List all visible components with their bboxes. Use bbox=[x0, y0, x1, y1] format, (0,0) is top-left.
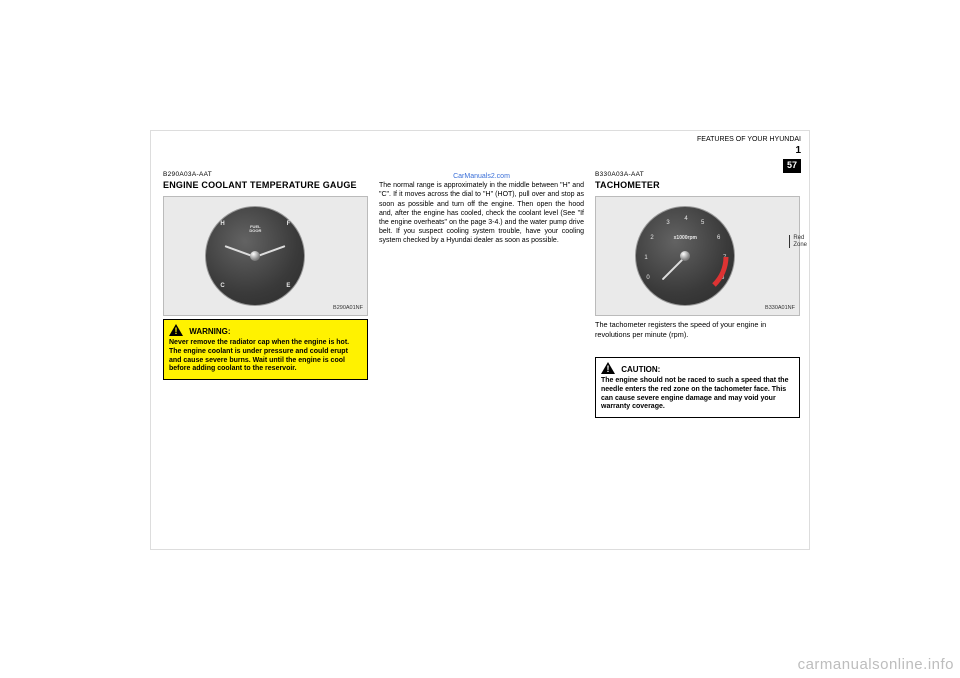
svg-text:!: ! bbox=[607, 364, 610, 374]
gauge-label-h: H bbox=[220, 221, 224, 229]
gauge-label-f: F bbox=[287, 221, 291, 229]
column-description: CarManuals2.com The normal range is appr… bbox=[379, 171, 584, 245]
warning-icon: ! bbox=[169, 324, 183, 336]
fuel-door-label: FUEL DOOR bbox=[249, 225, 261, 233]
caution-box: ! CAUTION: The engine should not be race… bbox=[595, 357, 800, 418]
tachometer-dial: 0 1 2 3 4 5 6 7 8 x1000rpm bbox=[635, 206, 735, 306]
red-zone-label: Red Zone bbox=[789, 235, 807, 248]
warning-title-row: ! WARNING: bbox=[169, 324, 362, 337]
figure-ref: B290A01NF bbox=[333, 305, 363, 312]
tach-caption: The tachometer registers the speed of yo… bbox=[595, 320, 800, 339]
svg-text:!: ! bbox=[175, 326, 178, 336]
section-title: TACHOMETER bbox=[595, 180, 800, 192]
coolant-gauge-figure: H C F E FUEL DOOR B290A01NF bbox=[163, 196, 368, 316]
coolant-gauge-dial: H C F E FUEL DOOR bbox=[205, 206, 305, 306]
column-tachometer: B330A03A-AAT TACHOMETER 0 1 2 3 4 5 6 7 … bbox=[595, 171, 800, 418]
coolant-description: The normal range is approximately in the… bbox=[379, 181, 584, 245]
column-coolant-gauge: B290A03A-AAT ENGINE COOLANT TEMPERATURE … bbox=[163, 171, 368, 380]
dial-pivot bbox=[250, 251, 260, 261]
tachometer-figure: 0 1 2 3 4 5 6 7 8 x1000rpm Red Zone B330… bbox=[595, 196, 800, 316]
caution-title: CAUTION: bbox=[621, 365, 660, 374]
gauge-label-e: E bbox=[286, 283, 290, 291]
figure-ref: B330A01NF bbox=[765, 305, 795, 312]
section-code: B330A03A-AAT bbox=[595, 171, 800, 179]
section-title: ENGINE COOLANT TEMPERATURE GAUGE bbox=[163, 180, 368, 192]
source-link[interactable]: CarManuals2.com bbox=[453, 173, 510, 180]
caution-title-row: ! CAUTION: bbox=[601, 362, 794, 375]
caution-body: The engine should not be raced to such a… bbox=[601, 377, 794, 412]
warning-title: WARNING: bbox=[189, 327, 230, 336]
manual-page: FEATURES OF YOUR HYUNDAI 1 57 B290A03A-A… bbox=[150, 130, 810, 550]
gauge-label-c: C bbox=[220, 283, 224, 291]
dial-pivot bbox=[680, 251, 690, 261]
source-link-row: CarManuals2.com bbox=[379, 171, 584, 181]
site-watermark: carmanualsonline.info bbox=[798, 655, 954, 675]
warning-body: Never remove the radiator cap when the e… bbox=[169, 339, 362, 374]
breadcrumb: FEATURES OF YOUR HYUNDAI bbox=[697, 136, 801, 143]
page-header: FEATURES OF YOUR HYUNDAI 1 57 bbox=[697, 135, 801, 173]
warning-box: ! WARNING: Never remove the radiator cap… bbox=[163, 319, 368, 380]
caution-icon: ! bbox=[601, 362, 615, 374]
chapter-number: 1 bbox=[697, 144, 801, 157]
section-code: B290A03A-AAT bbox=[163, 171, 368, 179]
